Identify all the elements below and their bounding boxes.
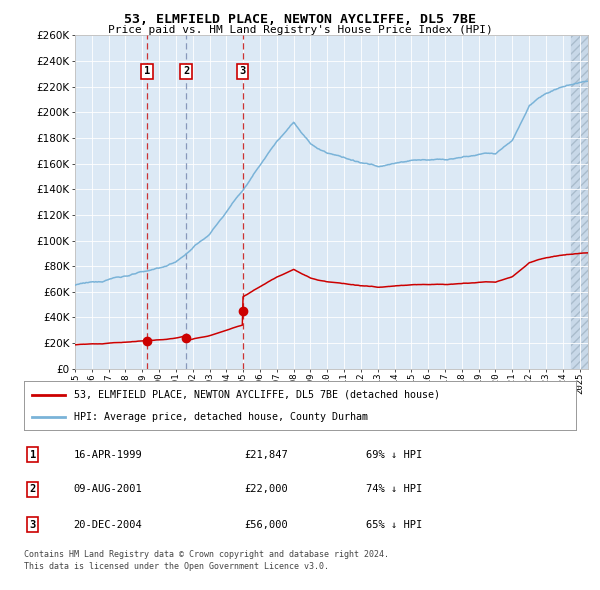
Text: This data is licensed under the Open Government Licence v3.0.: This data is licensed under the Open Gov… — [24, 562, 329, 571]
Text: 3: 3 — [29, 520, 36, 530]
Text: 2: 2 — [183, 66, 190, 76]
Text: 65% ↓ HPI: 65% ↓ HPI — [366, 520, 422, 530]
Bar — [571, 35, 590, 369]
Text: 74% ↓ HPI: 74% ↓ HPI — [366, 484, 422, 494]
Text: 2: 2 — [29, 484, 36, 494]
Text: HPI: Average price, detached house, County Durham: HPI: Average price, detached house, Coun… — [74, 412, 368, 422]
Text: £56,000: £56,000 — [245, 520, 289, 530]
Text: Price paid vs. HM Land Registry's House Price Index (HPI): Price paid vs. HM Land Registry's House … — [107, 25, 493, 35]
Text: 09-AUG-2001: 09-AUG-2001 — [74, 484, 142, 494]
Text: 3: 3 — [239, 66, 246, 76]
Text: £22,000: £22,000 — [245, 484, 289, 494]
Text: £21,847: £21,847 — [245, 450, 289, 460]
Text: 1: 1 — [29, 450, 36, 460]
Text: Contains HM Land Registry data © Crown copyright and database right 2024.: Contains HM Land Registry data © Crown c… — [24, 550, 389, 559]
Text: 16-APR-1999: 16-APR-1999 — [74, 450, 142, 460]
Text: 69% ↓ HPI: 69% ↓ HPI — [366, 450, 422, 460]
Text: 53, ELMFIELD PLACE, NEWTON AYCLIFFE, DL5 7BE: 53, ELMFIELD PLACE, NEWTON AYCLIFFE, DL5… — [124, 13, 476, 26]
Text: 20-DEC-2004: 20-DEC-2004 — [74, 520, 142, 530]
Text: 1: 1 — [144, 66, 150, 76]
Text: 53, ELMFIELD PLACE, NEWTON AYCLIFFE, DL5 7BE (detached house): 53, ELMFIELD PLACE, NEWTON AYCLIFFE, DL5… — [74, 389, 440, 399]
Bar — [571, 35, 590, 369]
